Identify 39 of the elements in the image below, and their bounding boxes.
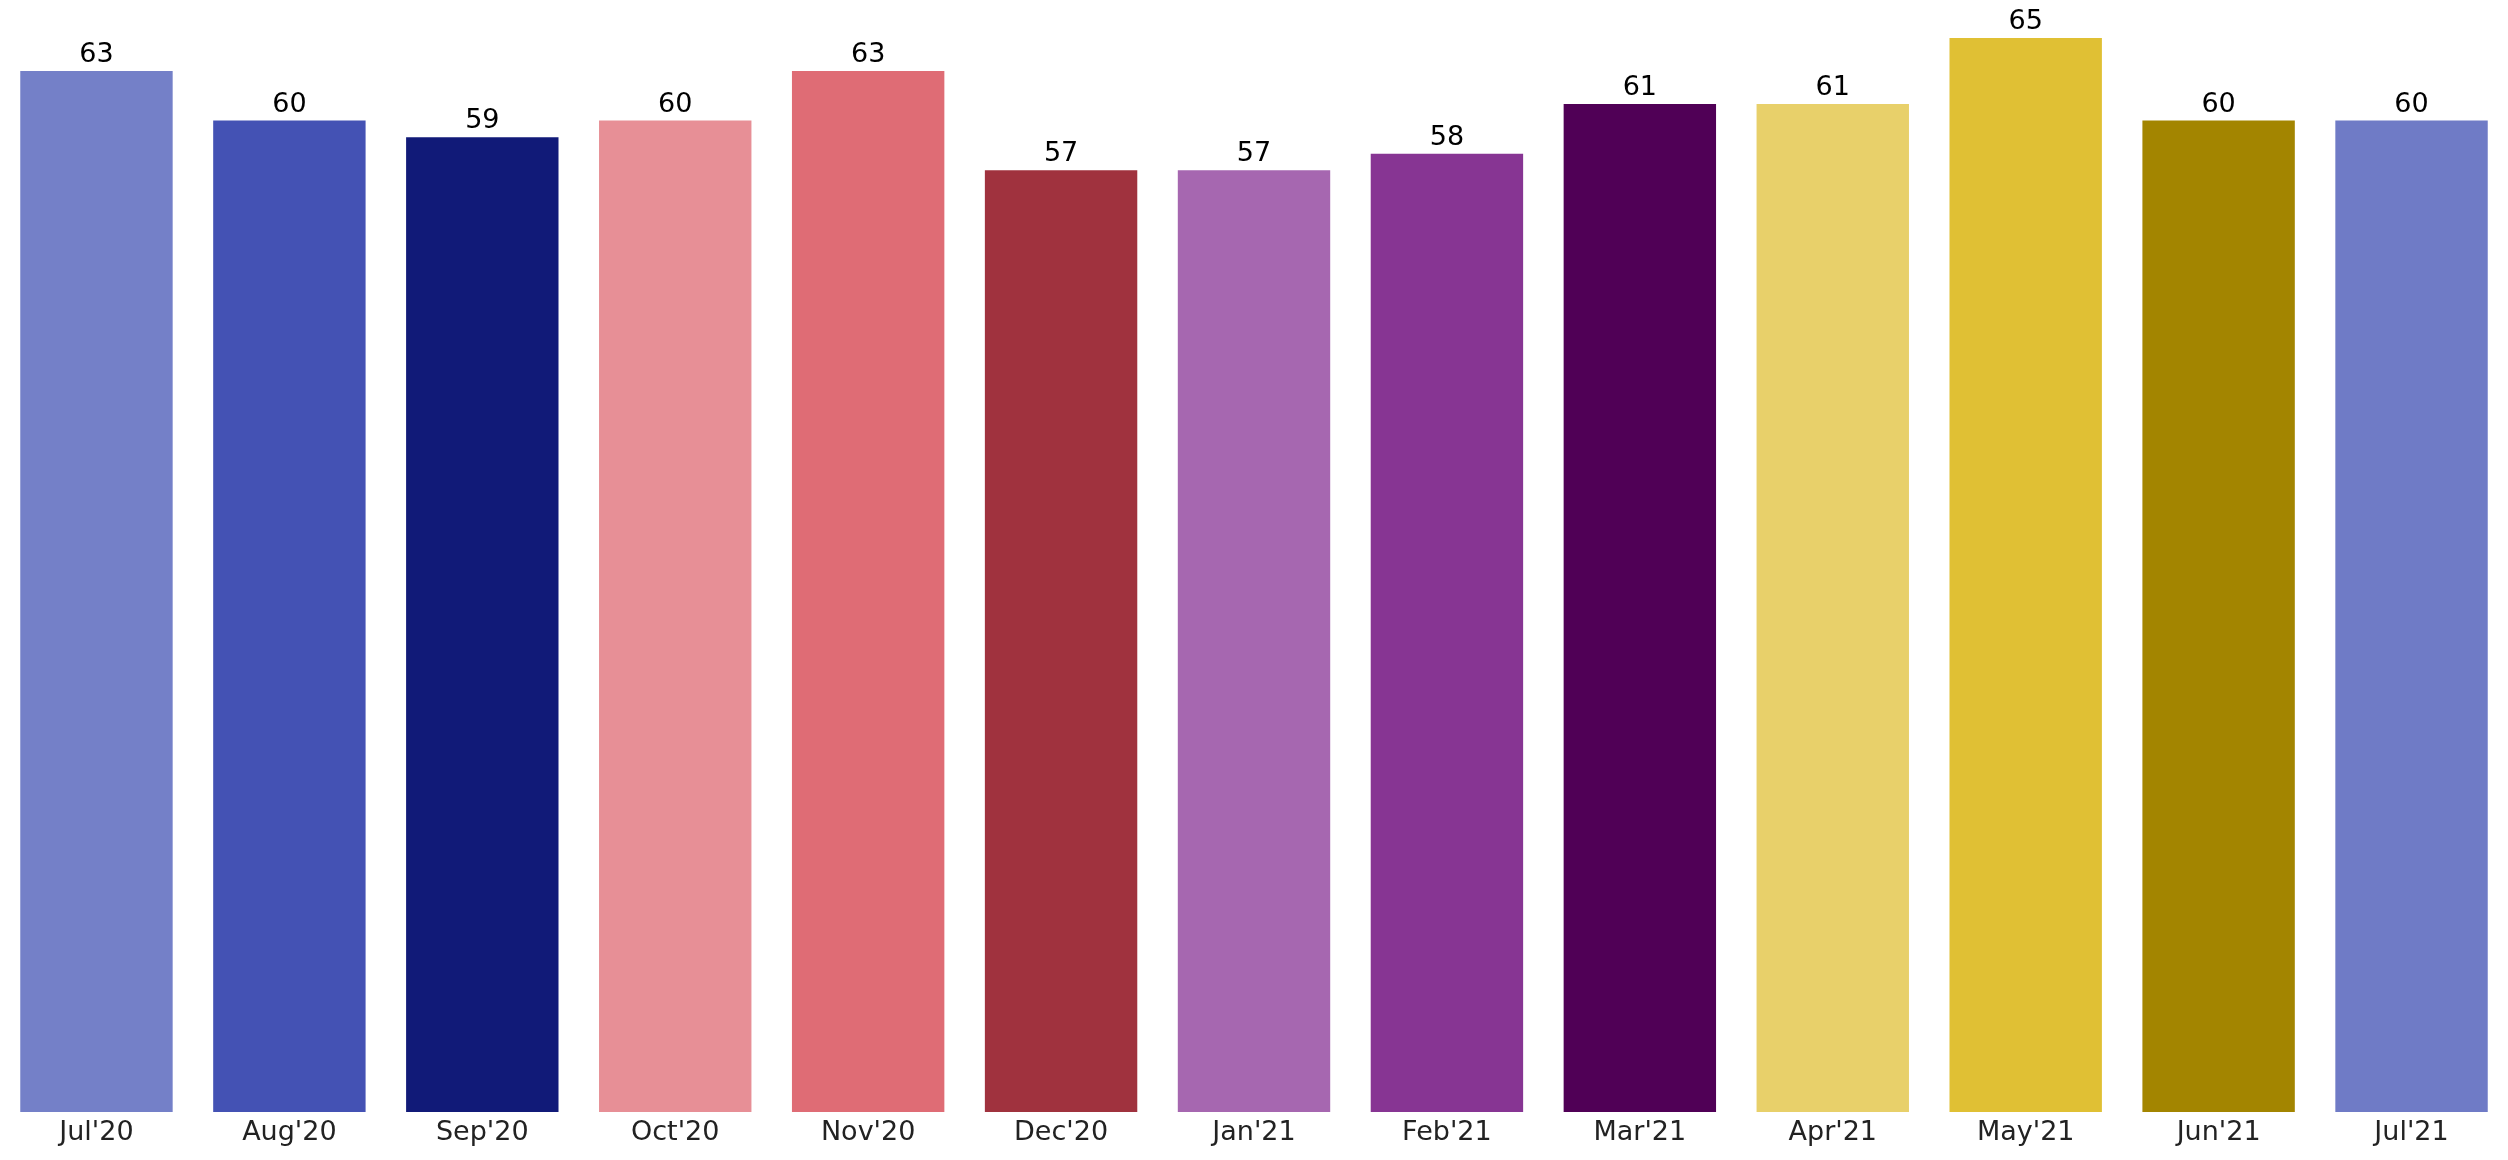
data-label: 57	[1236, 136, 1272, 168]
x-tick-label: Nov'20	[820, 1115, 916, 1146]
data-label: 60	[272, 86, 307, 118]
x-tick-label: Jan'21	[1210, 1115, 1296, 1146]
bar	[213, 120, 366, 1112]
x-tick-label: Jul'21	[2372, 1115, 2449, 1146]
x-tick-label: Jun'21	[2174, 1115, 2261, 1146]
data-label: 59	[465, 103, 500, 135]
bar	[984, 170, 1138, 1112]
x-tick-label: Apr'21	[1788, 1115, 1878, 1146]
data-label: 60	[2201, 86, 2236, 118]
data-label: 58	[1429, 119, 1465, 151]
x-tick-label: Feb'21	[1402, 1115, 1492, 1146]
bar	[599, 120, 752, 1112]
data-label: 61	[1622, 70, 1658, 102]
bar	[2142, 120, 2295, 1112]
data-label: 61	[1815, 70, 1850, 102]
x-tick-label: Mar'21	[1593, 1115, 1687, 1146]
bar	[791, 71, 945, 1112]
data-label: 57	[1043, 136, 1079, 168]
x-tick-label: Jul'20	[57, 1115, 134, 1146]
data-label: 63	[850, 37, 886, 69]
bar	[406, 137, 559, 1112]
x-tick-label: May'21	[1976, 1115, 2075, 1146]
bar	[1563, 104, 1717, 1112]
x-tick-label: Oct'20	[631, 1115, 720, 1146]
bar	[1756, 104, 1909, 1112]
data-label: 65	[2008, 4, 2043, 35]
bar	[1370, 153, 1524, 1112]
bar	[2335, 120, 2488, 1112]
x-tick-label: Sep'20	[435, 1115, 529, 1146]
bar	[1177, 170, 1331, 1112]
bar	[20, 71, 173, 1112]
data-label: 63	[79, 37, 114, 69]
data-label: 60	[2394, 86, 2429, 118]
x-tick-label: Aug'20	[242, 1115, 337, 1146]
data-label: 60	[658, 86, 693, 118]
bar	[1949, 38, 2102, 1112]
x-tick-label: Dec'20	[1014, 1115, 1109, 1146]
